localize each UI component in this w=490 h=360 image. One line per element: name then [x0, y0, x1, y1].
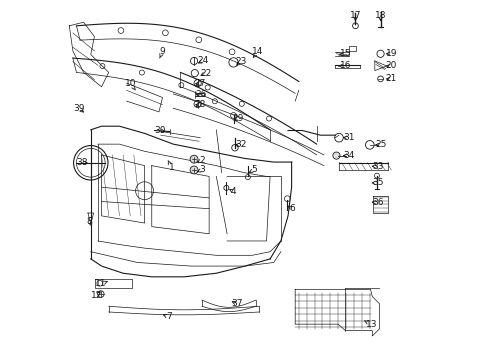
Text: 8: 8: [87, 217, 93, 226]
Text: 25: 25: [375, 140, 387, 149]
Text: 5: 5: [251, 166, 257, 175]
Circle shape: [333, 152, 340, 159]
Text: 19: 19: [386, 49, 397, 58]
Text: 22: 22: [200, 69, 211, 78]
Text: 1: 1: [169, 163, 174, 172]
Text: 18: 18: [375, 10, 386, 19]
Text: 23: 23: [235, 57, 246, 66]
Text: 35: 35: [372, 178, 384, 187]
Text: 38: 38: [76, 158, 88, 167]
Text: 24: 24: [197, 57, 208, 66]
Text: 21: 21: [386, 75, 397, 84]
Text: 7: 7: [166, 312, 172, 321]
Text: 6: 6: [290, 204, 295, 213]
Text: 15: 15: [341, 49, 352, 58]
Text: 14: 14: [252, 47, 263, 56]
Text: 13: 13: [366, 320, 377, 329]
Text: 10: 10: [125, 80, 137, 89]
Text: 20: 20: [386, 62, 397, 71]
Text: 2: 2: [199, 156, 205, 165]
Text: 16: 16: [340, 62, 351, 71]
Text: 11: 11: [95, 279, 107, 288]
Text: 34: 34: [343, 151, 355, 160]
Circle shape: [190, 166, 198, 174]
Text: 37: 37: [231, 299, 243, 308]
Text: 36: 36: [372, 198, 384, 207]
Text: 3: 3: [199, 166, 205, 175]
Text: 28: 28: [195, 100, 206, 109]
Text: 4: 4: [231, 187, 236, 196]
Text: 31: 31: [343, 133, 355, 142]
Text: 33: 33: [372, 162, 384, 171]
Text: 17: 17: [350, 10, 361, 19]
Text: 27: 27: [195, 79, 206, 88]
Text: 9: 9: [160, 47, 166, 56]
Text: 12: 12: [91, 291, 102, 300]
Circle shape: [190, 155, 198, 163]
Text: 26: 26: [196, 90, 207, 99]
Text: 29: 29: [233, 114, 244, 123]
Text: 32: 32: [235, 140, 246, 149]
Text: 39: 39: [74, 104, 85, 113]
Text: 30: 30: [154, 126, 166, 135]
